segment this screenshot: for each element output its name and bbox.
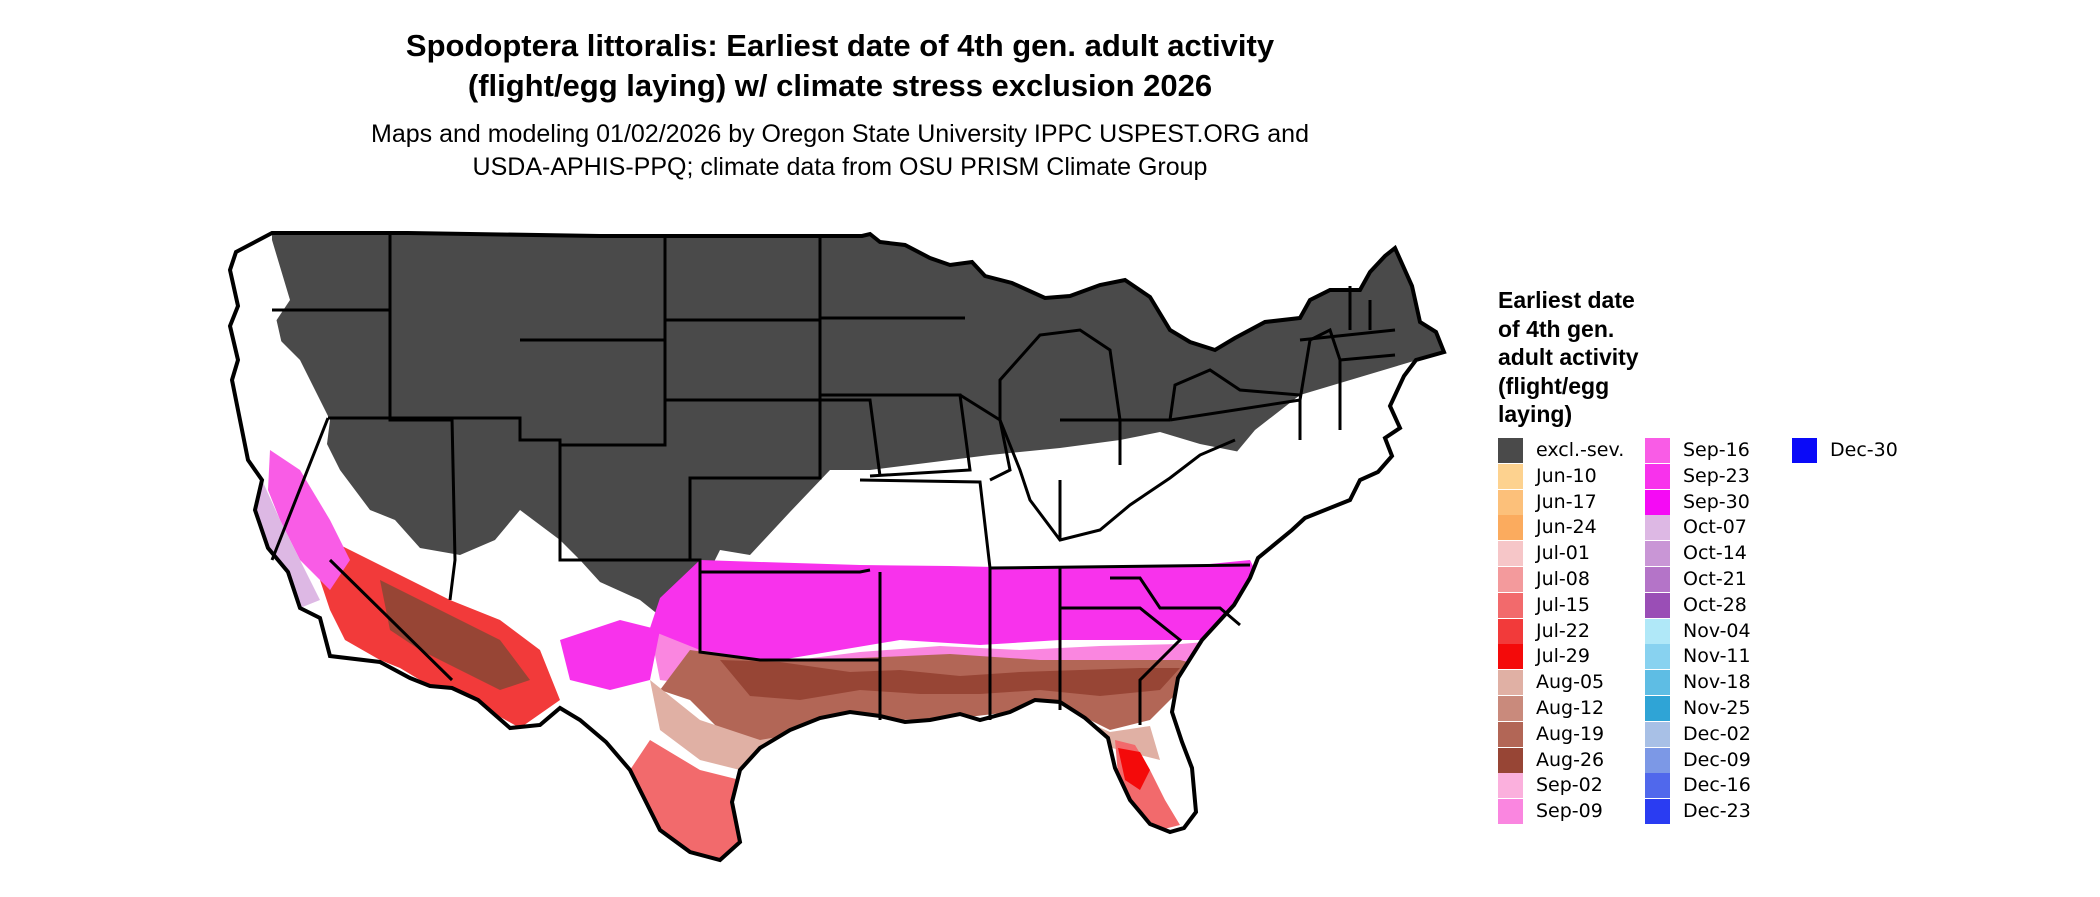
new-mexico-activity [560,620,660,690]
legend-label: Sep-16 [1683,439,1750,461]
map-subtitle-line-2: USDA-APHIS-PPQ; climate data from OSU PR… [472,153,1208,181]
legend-label: Jul-22 [1536,619,1590,642]
pacific-coast-band [255,480,320,608]
legend-label: Jun-24 [1536,516,1597,539]
legend-swatch [1645,696,1670,721]
legend-label: Dec-16 [1683,774,1751,797]
legend-swatch [1645,567,1670,592]
map-subtitle-line-1: Maps and modeling 01/02/2026 by Oregon S… [371,120,1309,148]
jul-activity-texas [630,730,820,860]
southwest-aug-region [380,580,530,690]
legend-swatch [1498,567,1523,592]
map-title-line-2: (flight/egg laying) w/ climate stress ex… [467,68,1213,103]
legend-swatch [1645,721,1670,747]
legend-swatch [1645,799,1670,825]
map-title-line-1: Spodoptera littoralis: Earliest date of … [405,28,1275,63]
no-activity-patch-pacific [236,240,330,520]
legend-swatch [1498,489,1523,515]
legend-swatch [1498,592,1523,618]
title-block: Spodoptera littoralis: Earliest date of … [230,26,1450,184]
map-title: Spodoptera littoralis: Earliest date of … [230,26,1450,106]
legend-label: Nov-04 [1683,619,1751,642]
legend-label: Jul-29 [1536,645,1590,668]
legend-label: Jul-15 [1536,593,1590,616]
legend-label: Dec-09 [1683,748,1751,771]
legend-label: Sep-23 [1683,464,1750,487]
legend-title: Earliest date of 4th gen. adult activity… [1498,286,1688,429]
legend-label: Jul-01 [1536,542,1590,565]
legend-swatch [1498,618,1523,644]
legend-swatch [1498,515,1523,541]
legend-swatch [1498,747,1523,773]
legend-label: Sep-30 [1683,490,1750,513]
legend-label: Jul-08 [1536,568,1590,590]
aug-late-region [720,660,1180,700]
legend-swatch [1645,541,1670,567]
legend-label: Jun-17 [1536,490,1597,513]
excluded-region [272,233,1444,640]
legend-label: Nov-25 [1683,697,1751,719]
jul-late-activity-florida [1118,748,1150,790]
legend-title-line: laying) [1498,401,1573,427]
legend-swatch [1498,670,1523,696]
legend-label: Sep-02 [1536,774,1603,797]
legend-label: Dec-02 [1683,722,1751,745]
state-borders [270,233,1396,725]
legend: Earliest date of 4th gen. adult activity… [1498,286,1898,825]
legend-label: Aug-05 [1536,671,1605,694]
legend-label: Nov-11 [1683,645,1751,668]
map-subtitle: Maps and modeling 01/02/2026 by Oregon S… [230,118,1450,184]
legend-swatch [1498,721,1523,747]
legend-swatch [1645,489,1670,515]
legend-swatch [1645,670,1670,696]
legend-label: Aug-26 [1536,748,1605,771]
legend-title-line: adult activity [1498,344,1639,370]
legend-swatch [1645,592,1670,618]
legend-swatch [1498,773,1523,799]
legend-label: Sep-09 [1536,800,1603,823]
legend-swatch [1498,463,1523,489]
legend-label: Aug-12 [1536,697,1605,719]
legend-title-line: Earliest date [1498,287,1635,313]
legend-label: Jun-10 [1536,464,1597,487]
legend-swatch [1645,644,1670,670]
legend-swatch [1645,773,1670,799]
legend-label: Dec-23 [1683,800,1751,823]
legend-label: Aug-19 [1536,722,1605,745]
legend-swatch [1645,515,1670,541]
legend-swatch [1645,747,1670,773]
legend-label: Dec-30 [1830,439,1898,461]
no-activity-patch-ohio-valley [860,432,1250,568]
central-valley-activity [268,450,350,590]
legend-swatch [1498,799,1523,825]
legend-swatch [1498,541,1523,567]
legend-title-line: of 4th gen. [1498,315,1615,342]
legend-title-line: (flight/egg [1498,372,1610,399]
legend-swatch [1498,438,1523,463]
legend-swatch [1645,463,1670,489]
legend-label: Oct-14 [1683,542,1747,565]
legend-label: excl.-sev. [1536,439,1625,461]
legend-label: Oct-21 [1683,568,1747,590]
legend-swatch [1645,618,1670,644]
legend-label: Nov-18 [1683,671,1751,694]
legend-label: Oct-28 [1683,593,1747,616]
legend-swatch [1645,438,1670,463]
legend-swatch [1498,696,1523,721]
sep-activity-band [650,560,1270,660]
legend-swatch [1498,644,1523,670]
legend-swatch [1792,438,1817,463]
legend-label: Oct-07 [1683,516,1747,539]
